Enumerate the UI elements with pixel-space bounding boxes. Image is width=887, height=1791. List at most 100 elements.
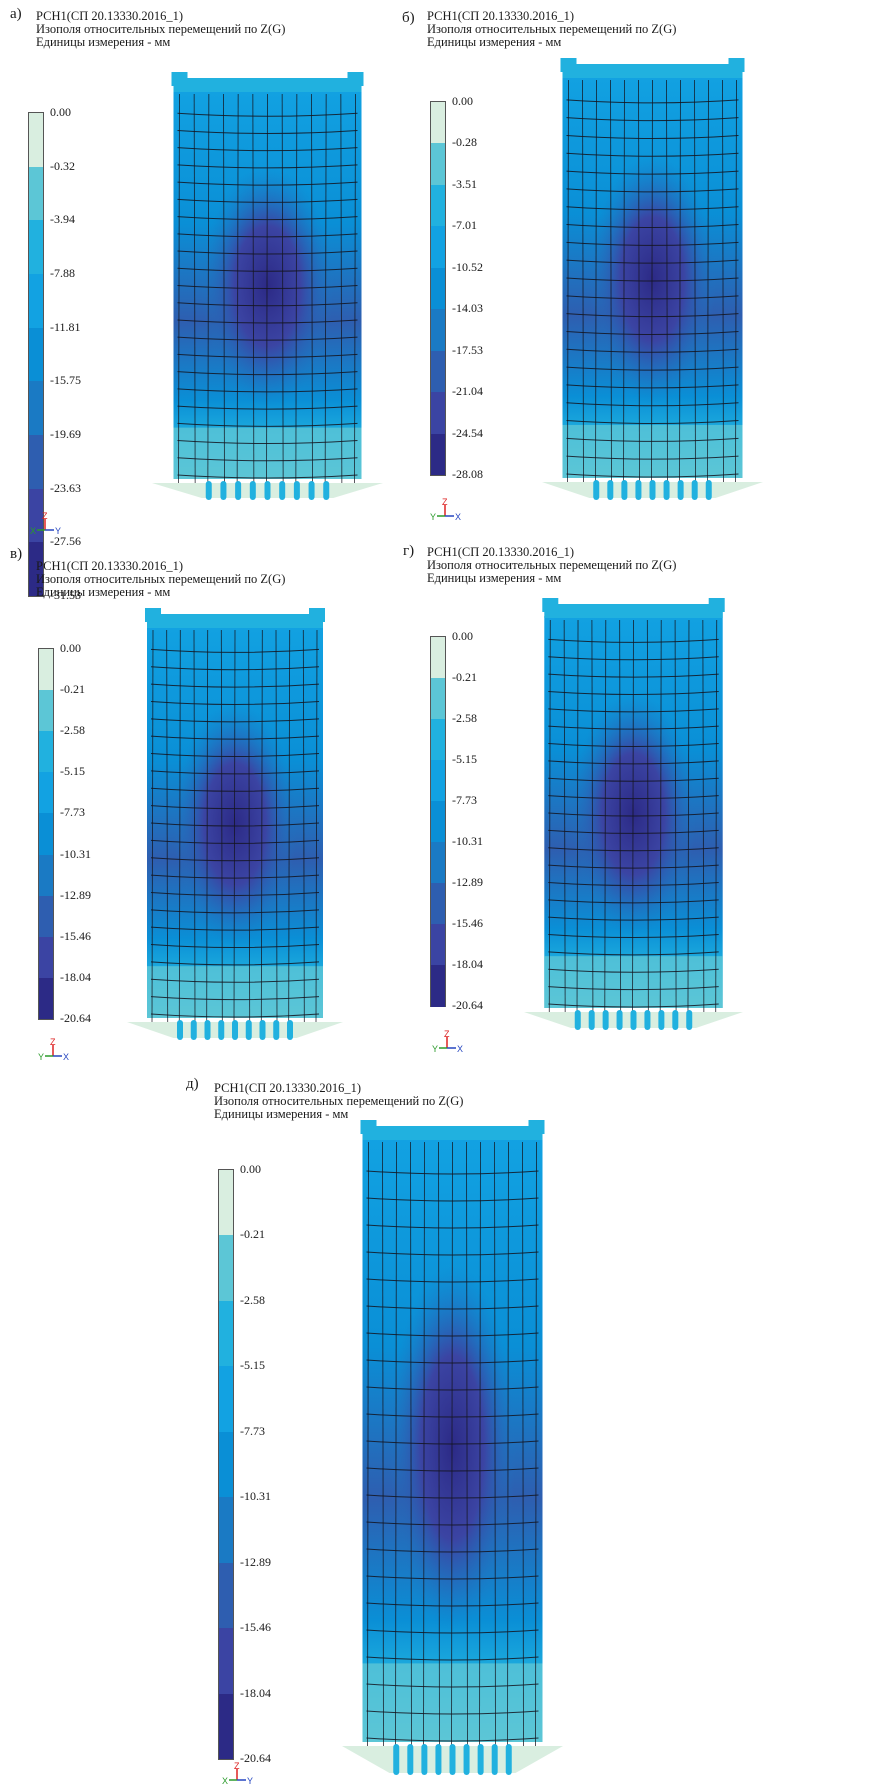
legend-swatch [29, 381, 43, 436]
legend-tick-label: -5.15 [452, 752, 477, 766]
legend-swatch [431, 102, 445, 144]
legend-swatch [431, 226, 445, 269]
svg-text:Z: Z [444, 1030, 450, 1039]
legend-tick-label: 0.00 [50, 105, 71, 119]
tower-model [125, 608, 345, 1040]
svg-text:Y: Y [38, 1052, 44, 1062]
legend-tick-label: -2.58 [240, 1292, 265, 1307]
svg-text:Y: Y [432, 1044, 438, 1054]
panel-header: РСН1(СП 20.13330.2016_1) Изополя относит… [427, 10, 676, 49]
legend-tick-label: 0.00 [60, 641, 81, 655]
legend-swatch [431, 965, 445, 1007]
legend-tick-label: -10.31 [452, 834, 483, 848]
panel-label: в) [10, 546, 23, 562]
legend-tick-label: -21.04 [452, 384, 483, 399]
tower-isofield-drawing [127, 608, 343, 1040]
legend-swatch [431, 760, 445, 802]
legend-swatch [431, 801, 445, 843]
legend-swatch [39, 813, 53, 856]
legend-tick-label: 0.00 [452, 94, 473, 108]
legend-swatch [431, 924, 445, 966]
panel-header: РСН1(СП 20.13330.2016_1) Изополя относит… [36, 560, 285, 599]
svg-text:Z: Z [50, 1038, 56, 1047]
legend-swatch [431, 678, 445, 720]
tower-model [150, 72, 385, 500]
legend-tick-label: -3.94 [50, 212, 75, 227]
legend-tick-label: -12.89 [60, 887, 91, 902]
legend-tick-label: -0.32 [50, 158, 75, 173]
legend-swatch [219, 1235, 233, 1302]
legend-tick-label: -5.15 [240, 1358, 265, 1373]
legend-swatch [431, 433, 445, 476]
axes-icon: ZY X [432, 1029, 463, 1054]
legend-swatch [431, 392, 445, 435]
legend-swatch [431, 184, 445, 227]
legend-tick-label: -15.46 [240, 1620, 271, 1635]
legend-swatch [29, 274, 43, 329]
legend-swatch [219, 1170, 233, 1236]
legend-tick-label: -7.73 [452, 793, 477, 807]
panel-header: РСН1(СП 20.13330.2016_1) Изополя относит… [36, 10, 285, 49]
legend-swatch [431, 267, 445, 310]
legend-tick-label: -19.69 [50, 427, 81, 441]
legend-swatch [219, 1431, 233, 1498]
legend-swatch [29, 166, 43, 221]
units-label: Единицы измерения - мм [36, 35, 171, 49]
load-combination-title: РСН1(СП 20.13330.2016_1) [36, 559, 184, 573]
legend-tick-label: -2.58 [60, 723, 85, 738]
panel-label: д) [186, 1076, 199, 1092]
tower-isofield-drawing [542, 58, 763, 500]
legend-tick-label: -12.89 [452, 875, 483, 889]
svg-text:Y: Y [247, 1776, 253, 1786]
legend-swatch [431, 309, 445, 352]
legend-tick-label: -31.53 [50, 588, 81, 602]
isofield-title: Изополя относительных перемещений по Z(G… [36, 572, 286, 586]
axes-icon: ZY X [430, 497, 461, 522]
legend-swatch [431, 350, 445, 393]
legend-tick-label: -28.08 [452, 467, 483, 481]
legend-tick-label: -14.03 [452, 301, 483, 316]
units-label: Единицы измерения - мм [214, 1107, 349, 1121]
svg-text:Z: Z [442, 498, 448, 507]
panel-label: б) [402, 10, 415, 26]
legend-swatch [431, 637, 445, 679]
legend-swatch [39, 936, 53, 979]
legend-tick-label: -20.64 [240, 1751, 271, 1765]
legend-tick-label: -7.73 [60, 805, 85, 820]
legend-tick-label: -20.64 [452, 998, 483, 1012]
isofield-title: Изополя относительных перемещений по Z(G… [427, 22, 677, 36]
units-label: Единицы измерения - мм [427, 571, 562, 585]
legend-swatch [431, 883, 445, 925]
svg-text:Y: Y [55, 526, 61, 536]
legend-tick-label: -23.63 [50, 480, 81, 495]
tower-isofield-drawing [152, 72, 383, 500]
legend-swatch [219, 1628, 233, 1695]
color-legend [38, 648, 54, 1020]
tower-isofield-drawing [342, 1120, 563, 1775]
legend-tick-label: -10.52 [452, 259, 483, 274]
legend-tick-label: -18.04 [240, 1685, 271, 1700]
legend-tick-label: -7.88 [50, 266, 75, 280]
tower-model [340, 1120, 565, 1775]
svg-text:X: X [222, 1776, 228, 1786]
color-legend [430, 636, 446, 1007]
legend-tick-label: -7.01 [452, 218, 477, 233]
load-combination-title: РСН1(СП 20.13330.2016_1) [427, 9, 575, 23]
legend-tick-label: -17.53 [452, 342, 483, 357]
legend-swatch [39, 690, 53, 732]
legend-swatch [29, 542, 43, 597]
legend-swatch [219, 1693, 233, 1760]
isofield-title: Изополя относительных перемещений по Z(G… [214, 1094, 464, 1108]
legend-tick-label: -10.31 [60, 846, 91, 861]
color-legend [218, 1169, 234, 1760]
svg-text:Y: Y [430, 512, 436, 522]
legend-tick-label: -2.58 [452, 711, 477, 725]
legend-tick-label: -27.56 [50, 534, 81, 549]
legend-tick-label: -24.54 [452, 425, 483, 440]
axes-icon: ZX Y [222, 1761, 253, 1786]
svg-text:Z: Z [42, 512, 48, 521]
axes-icon: ZY X [38, 1037, 69, 1062]
legend-tick-label: -18.04 [60, 969, 91, 984]
